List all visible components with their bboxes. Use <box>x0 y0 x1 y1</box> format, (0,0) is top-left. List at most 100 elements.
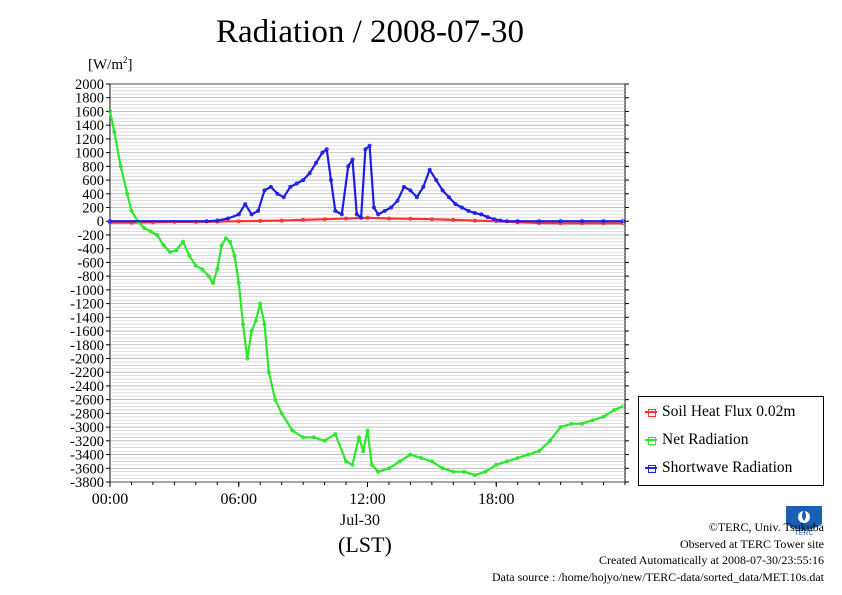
legend: Soil Heat Flux 0.02m Net Radiation Short… <box>638 396 824 486</box>
legend-label: Net Radiation <box>662 431 749 448</box>
data-point <box>142 226 147 231</box>
data-point <box>266 370 271 375</box>
y-axis: 2000180016001400120010008006004002000-20… <box>70 77 629 491</box>
y-tick-label: -200 <box>77 228 104 244</box>
data-point <box>187 253 192 258</box>
y-tick-label: 1800 <box>75 91 104 107</box>
data-point <box>148 229 153 234</box>
data-point <box>268 184 273 189</box>
legend-label: Shortwave Radiation <box>662 459 793 476</box>
data-point <box>472 218 477 223</box>
data-point <box>580 421 585 426</box>
data-point <box>223 236 228 241</box>
data-point <box>322 217 327 222</box>
data-point <box>258 301 263 306</box>
x-axis-title: (LST) <box>338 532 392 557</box>
data-point <box>459 205 464 210</box>
data-point <box>275 191 280 196</box>
data-point <box>386 216 391 221</box>
data-point <box>537 449 542 454</box>
x-tick-label: 00:00 <box>92 491 128 508</box>
data-point <box>427 167 432 172</box>
data-point <box>451 217 456 222</box>
y-tick-label: -3800 <box>70 475 104 491</box>
data-point <box>365 428 370 433</box>
y-tick-label: 1000 <box>75 146 104 162</box>
data-point <box>429 217 434 222</box>
data-point <box>414 195 419 200</box>
data-point <box>371 205 376 210</box>
y-tick-label: -3000 <box>70 420 104 436</box>
data-point <box>258 218 263 223</box>
data-point <box>328 178 333 183</box>
data-point <box>301 435 306 440</box>
data-point <box>354 212 359 217</box>
data-point <box>206 274 211 279</box>
data-point <box>479 212 484 217</box>
data-point <box>386 466 391 471</box>
credit-created: Created Automatically at 2008-07-30/23:5… <box>599 553 824 567</box>
y-tick-label: -800 <box>77 269 104 285</box>
y-tick-label: -600 <box>77 255 104 271</box>
data-point <box>350 462 355 467</box>
data-point <box>363 147 368 152</box>
data-point <box>168 250 173 255</box>
data-point <box>279 411 284 416</box>
data-point <box>558 425 563 430</box>
data-point <box>382 208 387 213</box>
data-point <box>419 455 424 460</box>
y-tick-label: -1600 <box>70 324 104 340</box>
data-point <box>492 217 497 222</box>
data-point <box>193 263 198 268</box>
data-point <box>494 462 499 467</box>
data-point <box>215 267 220 272</box>
x-tick-label: 06:00 <box>221 491 257 508</box>
data-point <box>601 414 606 419</box>
data-point <box>376 212 381 217</box>
data-point <box>108 109 113 114</box>
data-point <box>453 202 458 207</box>
data-point <box>483 469 488 474</box>
y-tick-label: -3400 <box>70 448 104 464</box>
data-point <box>350 157 355 162</box>
data-point <box>324 147 329 152</box>
data-point <box>515 219 520 224</box>
data-point <box>240 322 245 327</box>
data-point <box>462 469 467 474</box>
credit-copyright: ©TERC, Univ. Tsukuba <box>708 520 824 534</box>
logo-text: TERC <box>794 530 813 537</box>
y-tick-label: -1200 <box>70 297 104 313</box>
y-tick-label: 1400 <box>75 118 104 134</box>
data-point <box>118 164 123 169</box>
data-point <box>401 184 406 189</box>
data-point <box>236 219 241 224</box>
data-point <box>243 202 248 207</box>
data-point <box>273 397 278 402</box>
data-point <box>569 421 574 426</box>
grid-lines <box>110 83 625 483</box>
y-tick-label: 0 <box>97 214 104 230</box>
data-point <box>253 318 258 323</box>
y-tick-label: -2600 <box>70 393 104 409</box>
y-tick-label: 200 <box>82 201 104 217</box>
data-point <box>215 218 220 223</box>
y-tick-label: -400 <box>77 242 104 258</box>
data-point <box>408 216 413 221</box>
y-tick-label: 1200 <box>75 132 104 148</box>
data-point <box>313 160 318 165</box>
y-tick-label: -2400 <box>70 379 104 395</box>
data-point <box>466 208 471 213</box>
x-axis: 00:00 06:00 12:00 18:00 <box>92 482 626 508</box>
data-point <box>580 219 585 224</box>
y-tick-label: 2000 <box>75 77 104 93</box>
x-date-label: Jul-30 <box>340 512 380 529</box>
data-point <box>262 322 267 327</box>
data-point <box>125 191 130 196</box>
data-point <box>429 459 434 464</box>
y-tick-label: -2800 <box>70 406 104 422</box>
data-point <box>440 188 445 193</box>
y-tick-label: -3600 <box>70 461 104 477</box>
data-point <box>322 438 327 443</box>
y-tick-label: 800 <box>82 159 104 175</box>
data-point <box>620 404 625 409</box>
